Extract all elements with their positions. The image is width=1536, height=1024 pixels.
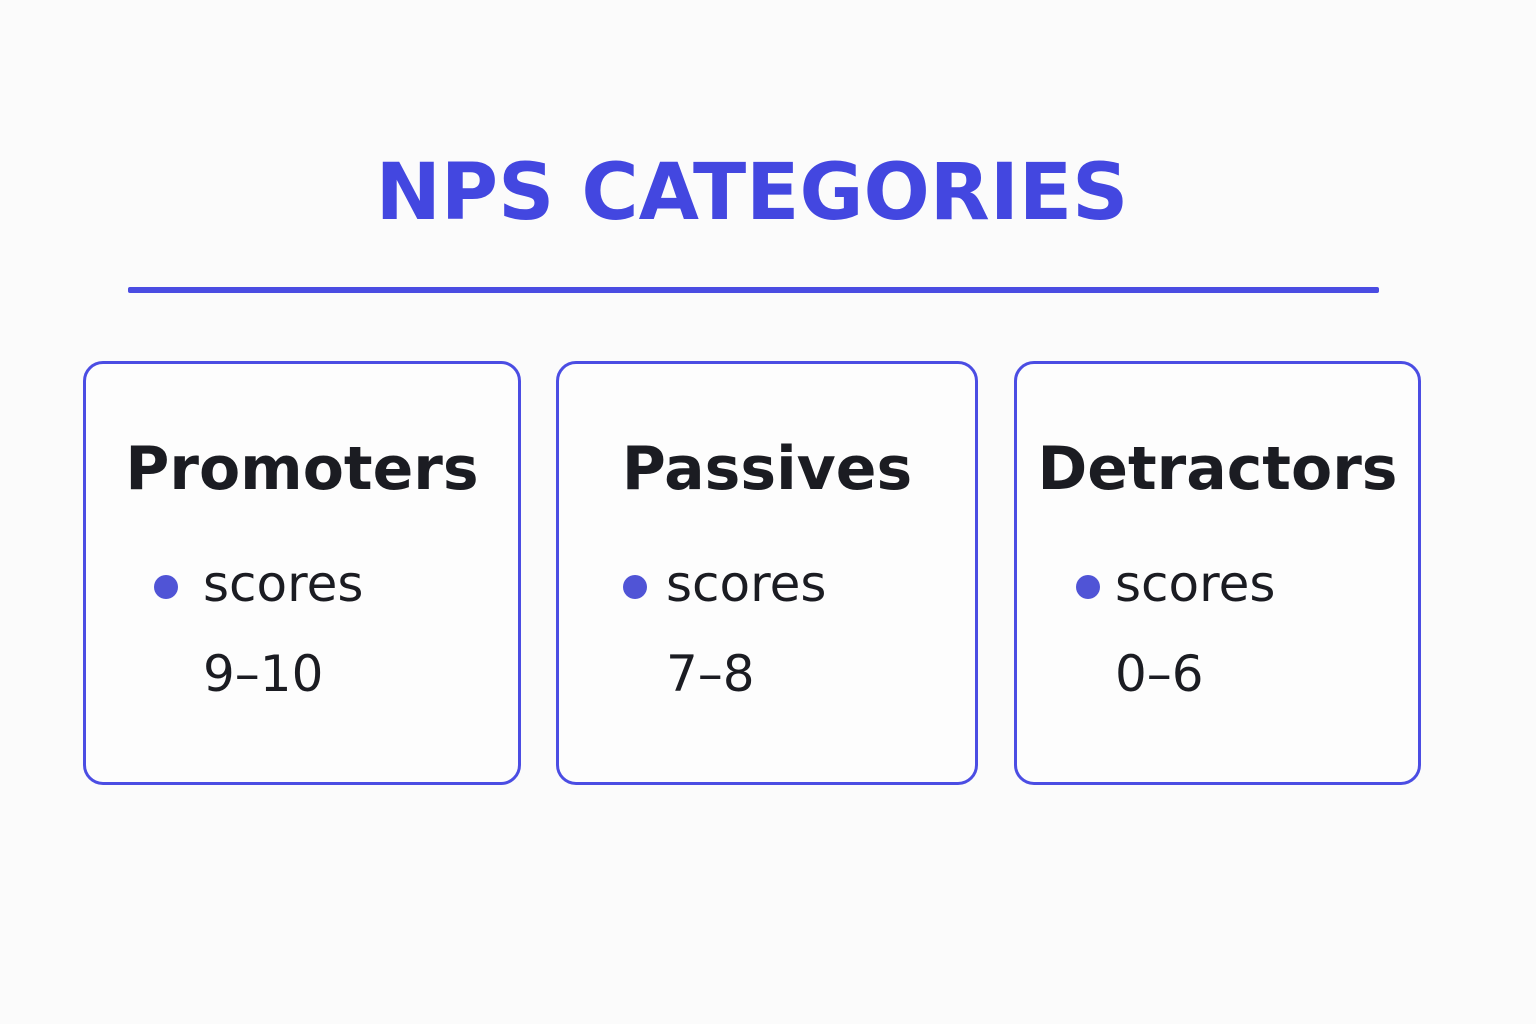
title-divider xyxy=(128,287,1379,293)
category-title: Passives xyxy=(621,434,913,504)
page-title: NPS CATEGORIES xyxy=(375,148,1129,238)
score-range: 0–6 xyxy=(1115,645,1204,703)
category-card-promoters: Promoters scores 9–10 xyxy=(83,361,521,785)
category-card-detractors: Detractors scores 0–6 xyxy=(1014,361,1421,785)
score-label: scores xyxy=(1115,555,1276,613)
score-range: 9–10 xyxy=(203,645,324,703)
bullet-dot xyxy=(154,575,178,599)
score-label: scores xyxy=(666,555,827,613)
score-label: scores xyxy=(203,555,364,613)
bullet-dot xyxy=(1076,575,1100,599)
score-range: 7–8 xyxy=(666,645,755,703)
category-title: Promoters xyxy=(125,434,479,504)
category-card-passives: Passives scores 7–8 xyxy=(556,361,978,785)
bullet-dot xyxy=(623,575,647,599)
category-title: Detractors xyxy=(1037,434,1398,504)
